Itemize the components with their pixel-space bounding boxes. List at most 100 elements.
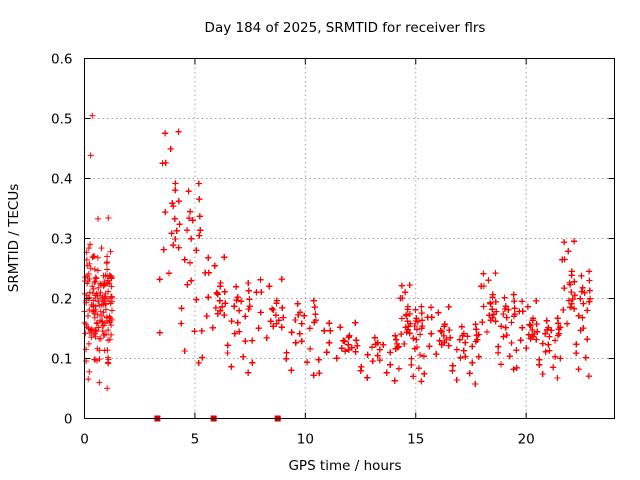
data-point xyxy=(156,329,163,336)
data-point xyxy=(374,352,381,359)
data-point xyxy=(495,343,502,350)
data-point xyxy=(557,355,564,362)
data-point xyxy=(94,311,101,318)
data-point xyxy=(196,213,203,220)
data-point xyxy=(92,278,99,285)
data-point xyxy=(542,330,549,337)
data-point xyxy=(578,272,585,279)
data-point xyxy=(419,317,426,324)
data-point xyxy=(171,215,178,222)
data-point xyxy=(108,307,115,314)
data-point xyxy=(100,282,107,289)
data-point xyxy=(93,320,100,327)
data-point xyxy=(191,328,198,335)
data-point xyxy=(503,314,510,321)
data-point xyxy=(500,333,507,340)
data-point xyxy=(89,283,96,290)
data-point xyxy=(534,328,541,335)
data-point xyxy=(323,349,330,356)
data-point xyxy=(581,289,588,296)
data-point xyxy=(341,338,348,345)
data-point xyxy=(104,280,111,287)
data-point xyxy=(519,298,526,305)
data-point xyxy=(85,376,92,383)
data-point xyxy=(513,347,520,354)
data-point xyxy=(492,318,499,325)
data-point xyxy=(88,326,95,333)
data-point xyxy=(440,332,447,339)
data-point xyxy=(472,380,479,387)
data-point xyxy=(211,262,218,269)
data-point xyxy=(233,283,240,290)
data-point xyxy=(195,359,202,366)
data-point xyxy=(462,339,469,346)
data-point xyxy=(376,357,383,364)
data-point xyxy=(234,294,241,301)
data-point xyxy=(456,336,463,343)
data-point xyxy=(503,332,510,339)
data-point xyxy=(586,287,593,294)
data-point xyxy=(246,296,253,303)
data-point xyxy=(511,298,518,305)
data-point xyxy=(176,221,183,228)
data-point xyxy=(92,330,99,337)
x-tick-label: 0 xyxy=(80,432,89,448)
data-point xyxy=(393,336,400,343)
data-point xyxy=(575,312,582,319)
data-point xyxy=(533,336,540,343)
data-point xyxy=(205,254,212,261)
data-point xyxy=(457,354,464,361)
data-point xyxy=(219,303,226,310)
data-point xyxy=(428,304,435,311)
data-point xyxy=(95,298,102,305)
data-point xyxy=(460,347,467,354)
data-point xyxy=(85,340,92,347)
data-point xyxy=(426,343,433,350)
data-point xyxy=(95,324,102,331)
data-point xyxy=(85,312,92,319)
data-point xyxy=(387,349,394,356)
data-point xyxy=(473,326,480,333)
data-point xyxy=(94,267,101,274)
data-point xyxy=(224,342,231,349)
data-point xyxy=(500,311,507,318)
data-point xyxy=(311,319,318,326)
data-point xyxy=(102,306,109,313)
data-point xyxy=(96,347,103,354)
data-point xyxy=(560,306,567,313)
data-point xyxy=(93,275,100,282)
data-point xyxy=(505,306,512,313)
data-point xyxy=(403,311,410,318)
data-point xyxy=(108,331,115,338)
data-point xyxy=(312,311,319,318)
data-point xyxy=(554,374,561,381)
data-point xyxy=(267,318,274,325)
data-point xyxy=(571,238,578,245)
data-point xyxy=(418,303,425,310)
data-point xyxy=(105,360,112,367)
data-point xyxy=(584,307,591,314)
data-point xyxy=(397,295,404,302)
data-point xyxy=(513,364,520,371)
data-point xyxy=(501,305,508,312)
data-point xyxy=(387,361,394,368)
data-point xyxy=(280,314,287,321)
data-point xyxy=(167,145,174,152)
data-point xyxy=(533,321,540,328)
data-point xyxy=(266,283,273,290)
data-point xyxy=(437,327,444,334)
data-point xyxy=(577,295,584,302)
data-point xyxy=(240,353,247,360)
chart-title: Day 184 of 2025, SRMTID for receiver flr… xyxy=(205,20,486,36)
data-point xyxy=(402,324,409,331)
data-point xyxy=(392,332,399,339)
data-point xyxy=(91,310,98,317)
data-point xyxy=(508,339,515,346)
data-point xyxy=(106,313,113,320)
data-point xyxy=(162,209,169,216)
data-point xyxy=(185,188,192,195)
data-point xyxy=(569,296,576,303)
data-point xyxy=(245,369,252,376)
data-point xyxy=(345,341,352,348)
data-point xyxy=(316,370,323,377)
